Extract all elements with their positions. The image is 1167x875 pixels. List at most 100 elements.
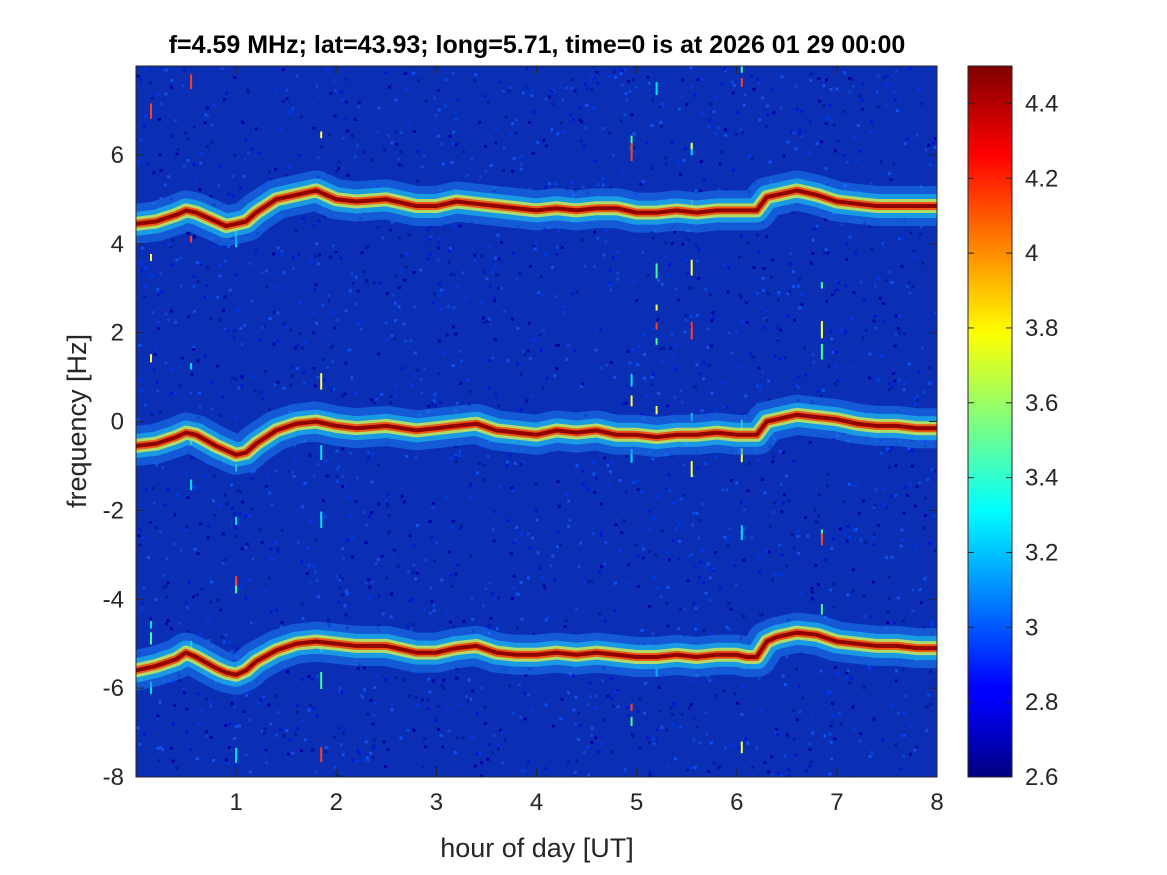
noise-speck bbox=[896, 596, 900, 600]
noise-speck bbox=[220, 67, 224, 71]
noise-speck bbox=[414, 695, 418, 699]
noise-speck bbox=[861, 336, 865, 340]
artifact-streak bbox=[655, 304, 658, 311]
noise-speck bbox=[238, 724, 242, 728]
noise-speck bbox=[266, 473, 270, 477]
noise-speck bbox=[517, 683, 521, 687]
noise-speck bbox=[588, 681, 592, 685]
noise-speck bbox=[290, 364, 294, 368]
noise-speck bbox=[594, 736, 598, 740]
noise-speck bbox=[354, 391, 357, 395]
noise-speck bbox=[351, 134, 354, 138]
noise-speck bbox=[887, 597, 891, 601]
noise-speck bbox=[504, 115, 508, 119]
noise-speck bbox=[400, 131, 404, 134]
noise-speck bbox=[837, 711, 841, 715]
noise-speck bbox=[316, 463, 320, 467]
noise-speck bbox=[600, 742, 604, 746]
artifact-streak bbox=[630, 373, 633, 387]
noise-speck bbox=[651, 372, 655, 376]
noise-speck bbox=[739, 296, 743, 300]
noise-speck bbox=[385, 576, 388, 580]
noise-speck bbox=[437, 240, 441, 244]
noise-speck bbox=[432, 399, 436, 403]
noise-speck bbox=[532, 110, 536, 114]
noise-speck bbox=[536, 291, 540, 294]
noise-speck bbox=[886, 610, 890, 614]
artifact-streak bbox=[690, 144, 693, 156]
noise-speck bbox=[407, 570, 411, 574]
noise-speck bbox=[480, 774, 484, 777]
noise-speck bbox=[558, 543, 562, 547]
noise-speck bbox=[536, 551, 540, 555]
noise-speck bbox=[360, 251, 364, 255]
noise-speck bbox=[377, 106, 381, 110]
noise-speck bbox=[709, 741, 713, 745]
x-tick-label: 6 bbox=[730, 789, 743, 816]
noise-speck bbox=[641, 333, 645, 337]
noise-speck bbox=[204, 113, 208, 117]
noise-speck bbox=[845, 676, 848, 680]
noise-speck bbox=[590, 734, 594, 737]
noise-speck bbox=[182, 691, 186, 695]
noise-speck bbox=[861, 81, 865, 85]
noise-speck bbox=[138, 543, 142, 547]
noise-speck bbox=[596, 236, 600, 240]
noise-speck bbox=[312, 707, 316, 710]
noise-speck bbox=[461, 150, 465, 153]
noise-speck bbox=[156, 287, 160, 291]
noise-speck bbox=[267, 576, 271, 580]
noise-speck bbox=[667, 273, 671, 277]
noise-speck bbox=[239, 384, 243, 388]
noise-speck bbox=[520, 184, 524, 188]
noise-speck bbox=[683, 258, 687, 262]
noise-speck bbox=[933, 513, 937, 517]
noise-speck bbox=[176, 494, 179, 497]
noise-speck bbox=[609, 460, 613, 464]
noise-speck bbox=[614, 75, 618, 79]
noise-speck bbox=[609, 470, 612, 474]
noise-speck bbox=[187, 315, 190, 319]
noise-speck bbox=[558, 775, 562, 777]
noise-speck bbox=[620, 83, 624, 87]
noise-speck bbox=[923, 526, 927, 530]
noise-speck bbox=[822, 104, 826, 108]
noise-speck bbox=[548, 95, 552, 99]
artifact-streak bbox=[320, 511, 323, 528]
noise-speck bbox=[752, 87, 756, 91]
noise-speck bbox=[775, 728, 779, 732]
noise-speck bbox=[154, 345, 158, 349]
noise-speck bbox=[856, 124, 860, 128]
noise-speck bbox=[738, 293, 741, 297]
noise-speck bbox=[334, 250, 338, 254]
noise-speck bbox=[440, 683, 444, 687]
noise-speck bbox=[377, 595, 381, 599]
noise-speck bbox=[292, 444, 296, 448]
noise-speck bbox=[468, 496, 472, 500]
noise-speck bbox=[431, 679, 435, 683]
noise-speck bbox=[232, 336, 236, 340]
noise-speck bbox=[218, 505, 222, 508]
noise-speck bbox=[437, 246, 441, 250]
noise-speck bbox=[925, 729, 929, 733]
noise-speck bbox=[692, 512, 695, 516]
noise-speck bbox=[519, 162, 523, 166]
noise-speck bbox=[199, 710, 203, 714]
noise-speck bbox=[169, 245, 173, 249]
noise-speck bbox=[771, 510, 775, 514]
noise-speck bbox=[274, 693, 278, 697]
noise-speck bbox=[737, 364, 741, 368]
noise-speck bbox=[350, 272, 354, 276]
noise-speck bbox=[902, 388, 906, 392]
noise-speck bbox=[243, 323, 247, 327]
noise-speck bbox=[408, 599, 412, 603]
noise-speck bbox=[593, 265, 596, 268]
noise-speck bbox=[624, 401, 628, 405]
noise-speck bbox=[872, 319, 876, 323]
noise-speck bbox=[717, 765, 721, 769]
noise-speck bbox=[356, 666, 360, 670]
noise-speck bbox=[827, 364, 831, 368]
artifact-streak bbox=[630, 143, 633, 161]
noise-speck bbox=[889, 494, 893, 498]
noise-speck bbox=[152, 311, 155, 315]
